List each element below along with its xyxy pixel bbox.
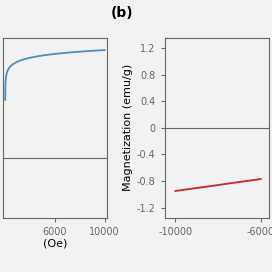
X-axis label: (Oe): (Oe) bbox=[43, 238, 67, 248]
Text: (b): (b) bbox=[110, 6, 133, 20]
Y-axis label: Magnetization (emu/g): Magnetization (emu/g) bbox=[123, 64, 133, 191]
